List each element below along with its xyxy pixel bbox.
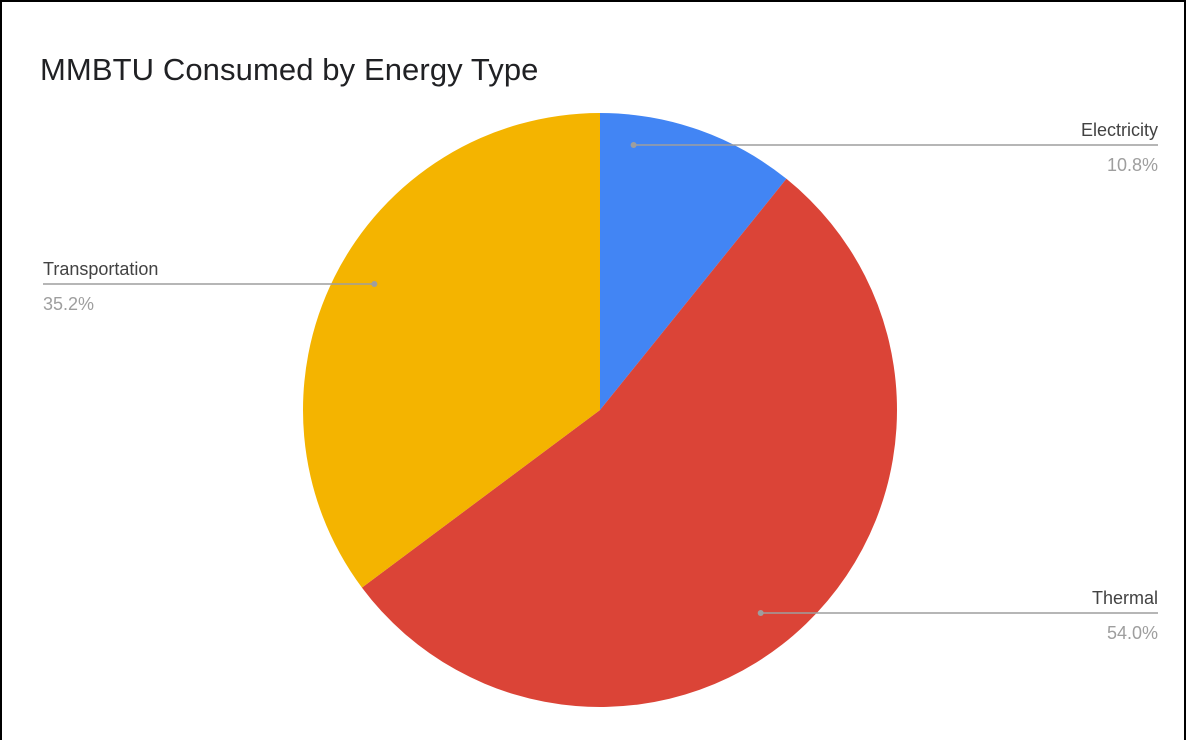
slice-percent-electricity: 10.8% — [1107, 155, 1158, 175]
slice-percent-thermal: 54.0% — [1107, 623, 1158, 643]
slice-label-thermal: Thermal — [1092, 588, 1158, 608]
leader-dot-electricity — [630, 142, 637, 148]
leader-dot-transportation — [371, 281, 378, 287]
slice-percent-transportation: 35.2% — [43, 294, 94, 314]
pie-slice-thermal[interactable] — [361, 178, 898, 708]
slice-label-electricity: Electricity — [1081, 120, 1158, 140]
slice-label-transportation: Transportation — [43, 259, 158, 279]
pie-slice-transportation[interactable] — [303, 113, 600, 588]
pie-slices — [303, 113, 898, 708]
pie-slice-electricity[interactable] — [600, 113, 787, 410]
slice-labels: Electricity 10.8% Thermal 54.0% Transportati… — [43, 120, 1158, 643]
leader-dot-thermal — [757, 610, 764, 616]
leader-lines — [43, 142, 1158, 616]
chart-title: MMBTU Consumed by Energy Type — [40, 52, 539, 87]
